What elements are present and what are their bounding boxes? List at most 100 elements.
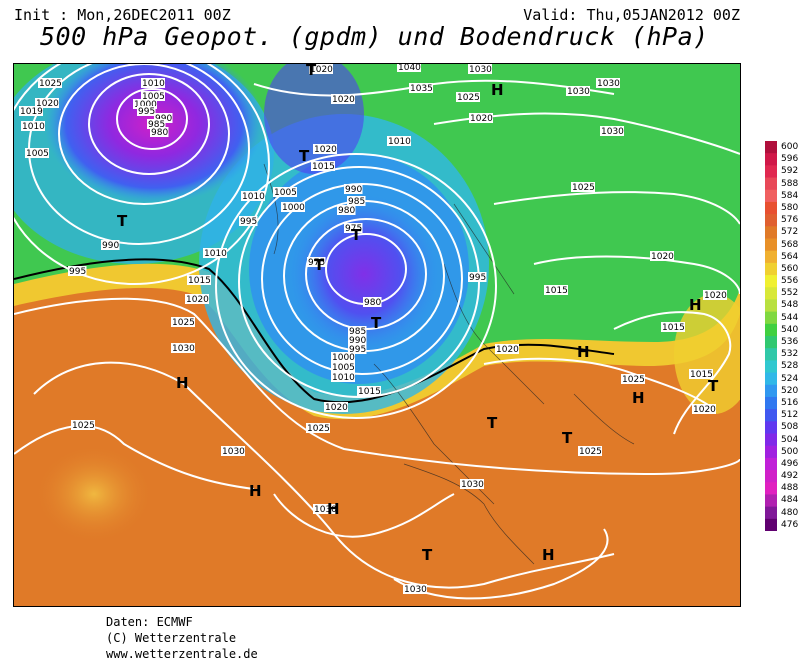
isobar-label-bg <box>281 202 305 212</box>
isobar-label: 1010 <box>204 249 227 259</box>
isobar-label-bg <box>141 91 165 101</box>
isobar-label: 985 <box>348 197 365 207</box>
legend-swatch <box>765 348 777 361</box>
isobar-label-bg <box>357 386 381 396</box>
isobar-label: 1020 <box>704 291 727 301</box>
legend-swatch <box>765 433 777 447</box>
isobar-label-bg <box>468 64 492 74</box>
isobar-label: 1015 <box>188 276 211 286</box>
isobar-label: 980 <box>364 298 381 308</box>
legend-swatch <box>765 311 777 325</box>
isobar-label-bg <box>348 344 367 354</box>
legend-swatch <box>765 177 777 191</box>
legend-label: 592 <box>781 166 799 177</box>
isobar-label-bg <box>571 182 595 192</box>
isobar-label-bg <box>544 285 568 295</box>
legend-swatch <box>765 238 777 252</box>
isobar-label-bg <box>468 272 487 282</box>
isobar-label-bg <box>101 240 120 250</box>
legend-label: 568 <box>781 239 799 250</box>
isobar-label: 1025 <box>572 183 595 193</box>
isobar-label: 1020 <box>496 345 519 355</box>
pressure-centers: T T T T T H H H H H T T T H H T H T <box>117 64 719 564</box>
legend-swatch <box>765 384 777 398</box>
isobar-label: 990 <box>349 336 366 346</box>
legend-swatch <box>765 287 777 300</box>
valid-time: Valid: Thu,05JAN2012 00Z <box>523 6 740 24</box>
isobar-label-bg <box>313 144 337 154</box>
isobar-label: 1000 <box>282 203 305 213</box>
isobar-label: 1000 <box>332 353 355 363</box>
isobar-label-bg <box>171 343 195 353</box>
high-pressure-marker: H <box>491 81 504 99</box>
isobar-label: 1010 <box>242 192 265 202</box>
legend-swatch <box>765 372 777 386</box>
isobar-label: 990 <box>102 241 119 251</box>
isobar-label-bg <box>141 78 165 88</box>
isobar-label-bg <box>344 223 363 233</box>
legend-swatch <box>765 396 777 410</box>
legend-label: 508 <box>781 422 799 433</box>
legend-swatch <box>765 470 777 483</box>
legend-label: 584 <box>781 190 799 201</box>
legend-swatch <box>765 457 777 471</box>
isobar-label: 980 <box>151 128 168 138</box>
legend-swatch <box>765 336 777 349</box>
legend-label: 588 <box>781 178 799 189</box>
isobar-labels: 1025102010191010100510101005100099599098… <box>19 64 727 595</box>
legend-label: 504 <box>781 434 799 445</box>
isobar-label-bg <box>600 126 624 136</box>
isobar-label: 1025 <box>39 79 62 89</box>
legend-swatch <box>765 421 777 434</box>
map-title: 500 hPa Geopot. (gpdm) und Bodendruck (h… <box>40 22 709 51</box>
legend-label: 484 <box>781 495 799 506</box>
isobar-label: 1030 <box>461 480 484 490</box>
low-pressure-marker: T <box>371 314 382 332</box>
legend-label: 488 <box>781 483 799 494</box>
isobar-label: 1015 <box>662 323 685 333</box>
legend-swatch <box>765 262 777 276</box>
isobar-label-bg <box>19 106 43 116</box>
isobar-label: 1030 <box>469 65 492 75</box>
isobar-label-bg <box>273 187 297 197</box>
isobar-label: 1025 <box>579 447 602 457</box>
isobar-label-bg <box>331 362 355 372</box>
isobar-label: 1000 <box>134 100 157 110</box>
isobar-label-bg <box>460 479 484 489</box>
isobar-label-bg <box>621 374 645 384</box>
isobar-label: 1020 <box>186 295 209 305</box>
isobar-label-bg <box>71 420 95 430</box>
isobar-label-bg <box>566 86 590 96</box>
isobar-label: 1030 <box>404 585 427 595</box>
legend-swatch <box>765 299 777 313</box>
isobar-label-bg <box>221 446 245 456</box>
isobar-label-bg <box>311 161 335 171</box>
legend-label: 524 <box>781 373 799 384</box>
legend-swatch <box>765 189 777 203</box>
legend-label: 556 <box>781 276 799 287</box>
isobar-label-bg <box>596 78 620 88</box>
high-pressure-marker: H <box>577 343 590 361</box>
isobar-label-bg <box>661 322 685 332</box>
isobar-label: 1020 <box>314 145 337 155</box>
isobar-label-bg <box>68 266 87 276</box>
isobar-label: 1040 <box>398 64 421 73</box>
isobar-label-bg <box>21 121 45 131</box>
legend-swatch <box>765 445 777 459</box>
legend-label: 536 <box>781 337 799 347</box>
legend-swatch <box>765 141 777 154</box>
legend-swatch <box>765 494 777 508</box>
high-pressure-marker: H <box>689 296 702 314</box>
isobar-label: 1005 <box>26 149 49 159</box>
low-pressure-marker: T <box>487 414 498 432</box>
isobar-label-bg <box>137 106 156 116</box>
legend-label: 492 <box>781 471 799 482</box>
isobar-label: 1025 <box>72 421 95 431</box>
legend-swatch <box>765 506 777 520</box>
low-pressure-marker: T <box>314 256 325 274</box>
isobar-label-bg <box>147 119 166 129</box>
isobar-label-bg <box>703 290 727 300</box>
isobar-label: 995 <box>469 273 486 283</box>
legend-label: 532 <box>781 349 799 360</box>
isobar-label-bg <box>578 446 602 456</box>
